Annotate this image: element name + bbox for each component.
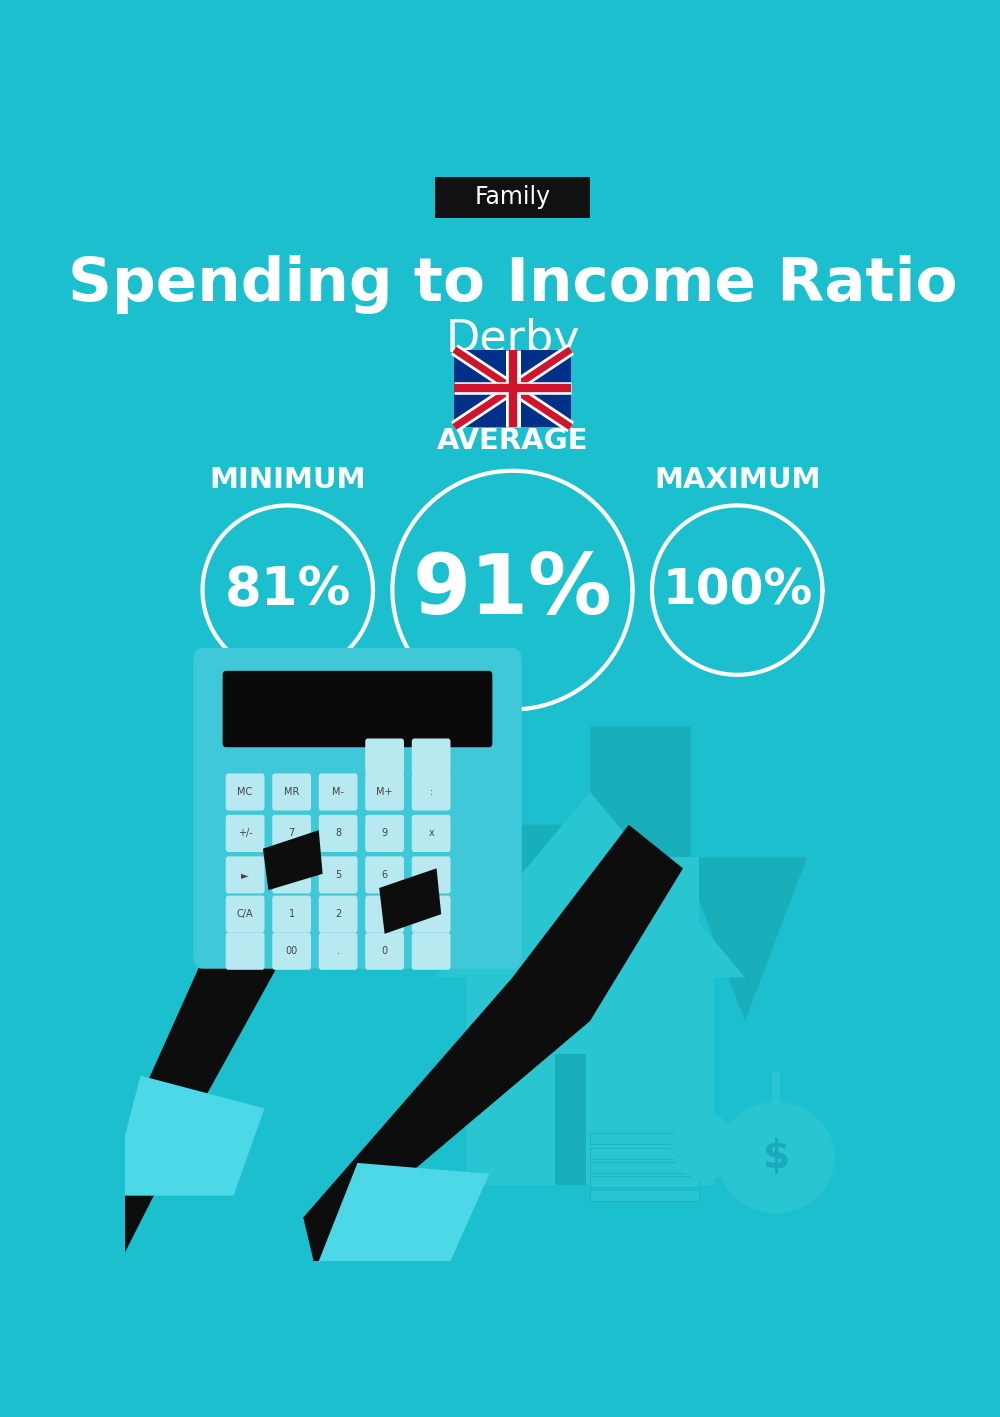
FancyBboxPatch shape (226, 774, 264, 811)
Text: 8: 8 (335, 829, 341, 839)
Polygon shape (379, 869, 441, 934)
Polygon shape (435, 792, 745, 978)
Text: 6: 6 (382, 870, 388, 880)
Text: 81%: 81% (225, 564, 351, 616)
FancyBboxPatch shape (272, 856, 311, 894)
Text: Spending to Income Ratio: Spending to Income Ratio (68, 255, 957, 315)
FancyBboxPatch shape (272, 774, 311, 811)
FancyBboxPatch shape (272, 815, 311, 852)
Text: MR: MR (284, 786, 299, 796)
Text: 0: 0 (382, 947, 388, 956)
Polygon shape (660, 857, 698, 978)
Text: MAXIMUM: MAXIMUM (654, 466, 820, 495)
FancyBboxPatch shape (365, 896, 404, 932)
Text: MINIMUM: MINIMUM (209, 466, 366, 495)
FancyBboxPatch shape (272, 932, 311, 969)
Text: 5: 5 (335, 870, 341, 880)
FancyBboxPatch shape (319, 896, 358, 932)
FancyBboxPatch shape (412, 774, 450, 811)
Text: ►: ► (241, 870, 249, 880)
Text: Family: Family (474, 186, 551, 210)
FancyBboxPatch shape (226, 815, 264, 852)
Text: 3: 3 (382, 910, 388, 920)
FancyBboxPatch shape (412, 856, 450, 894)
Text: 4: 4 (289, 870, 295, 880)
Text: 9: 9 (382, 829, 388, 839)
Polygon shape (458, 737, 590, 934)
Polygon shape (718, 1102, 834, 1213)
Text: :: : (430, 786, 433, 796)
FancyBboxPatch shape (435, 177, 590, 218)
FancyBboxPatch shape (319, 932, 358, 969)
Polygon shape (590, 727, 807, 1022)
Polygon shape (303, 825, 683, 1282)
FancyBboxPatch shape (319, 815, 358, 852)
FancyBboxPatch shape (193, 648, 522, 969)
Polygon shape (319, 1163, 489, 1261)
Text: MC: MC (238, 786, 253, 796)
FancyBboxPatch shape (590, 1148, 698, 1159)
Text: 100%: 100% (662, 567, 812, 614)
Text: $: $ (763, 1138, 790, 1176)
FancyBboxPatch shape (365, 856, 404, 894)
FancyBboxPatch shape (365, 774, 404, 811)
Text: Derby: Derby (445, 317, 580, 361)
Polygon shape (466, 978, 714, 1185)
Text: -: - (429, 870, 433, 880)
Text: x: x (428, 829, 434, 839)
Text: 00: 00 (286, 947, 298, 956)
FancyBboxPatch shape (454, 350, 571, 427)
FancyBboxPatch shape (319, 774, 358, 811)
Text: M+: M+ (376, 786, 393, 796)
Text: .: . (337, 947, 340, 956)
FancyBboxPatch shape (365, 815, 404, 852)
Text: 7: 7 (288, 829, 295, 839)
Polygon shape (263, 830, 323, 890)
FancyBboxPatch shape (226, 896, 264, 932)
Text: +/-: +/- (238, 829, 252, 839)
FancyBboxPatch shape (365, 738, 404, 775)
FancyBboxPatch shape (319, 856, 358, 894)
Text: 1: 1 (289, 910, 295, 920)
Polygon shape (672, 1114, 737, 1179)
FancyBboxPatch shape (590, 1134, 698, 1145)
FancyBboxPatch shape (272, 896, 311, 932)
FancyBboxPatch shape (412, 815, 450, 852)
FancyBboxPatch shape (365, 932, 404, 969)
Text: 91%: 91% (413, 550, 612, 631)
Text: M-: M- (332, 786, 344, 796)
FancyBboxPatch shape (223, 670, 492, 747)
Text: C/A: C/A (237, 910, 253, 920)
Polygon shape (110, 1076, 264, 1196)
FancyBboxPatch shape (226, 932, 264, 969)
Polygon shape (110, 748, 396, 1282)
FancyBboxPatch shape (590, 1190, 698, 1202)
FancyBboxPatch shape (590, 1176, 698, 1187)
FancyBboxPatch shape (412, 896, 450, 932)
FancyBboxPatch shape (590, 1162, 698, 1173)
Text: AVERAGE: AVERAGE (437, 427, 588, 455)
FancyBboxPatch shape (412, 738, 450, 775)
Text: 2: 2 (335, 910, 341, 920)
FancyBboxPatch shape (412, 932, 450, 969)
FancyBboxPatch shape (226, 856, 264, 894)
Polygon shape (555, 1054, 586, 1185)
